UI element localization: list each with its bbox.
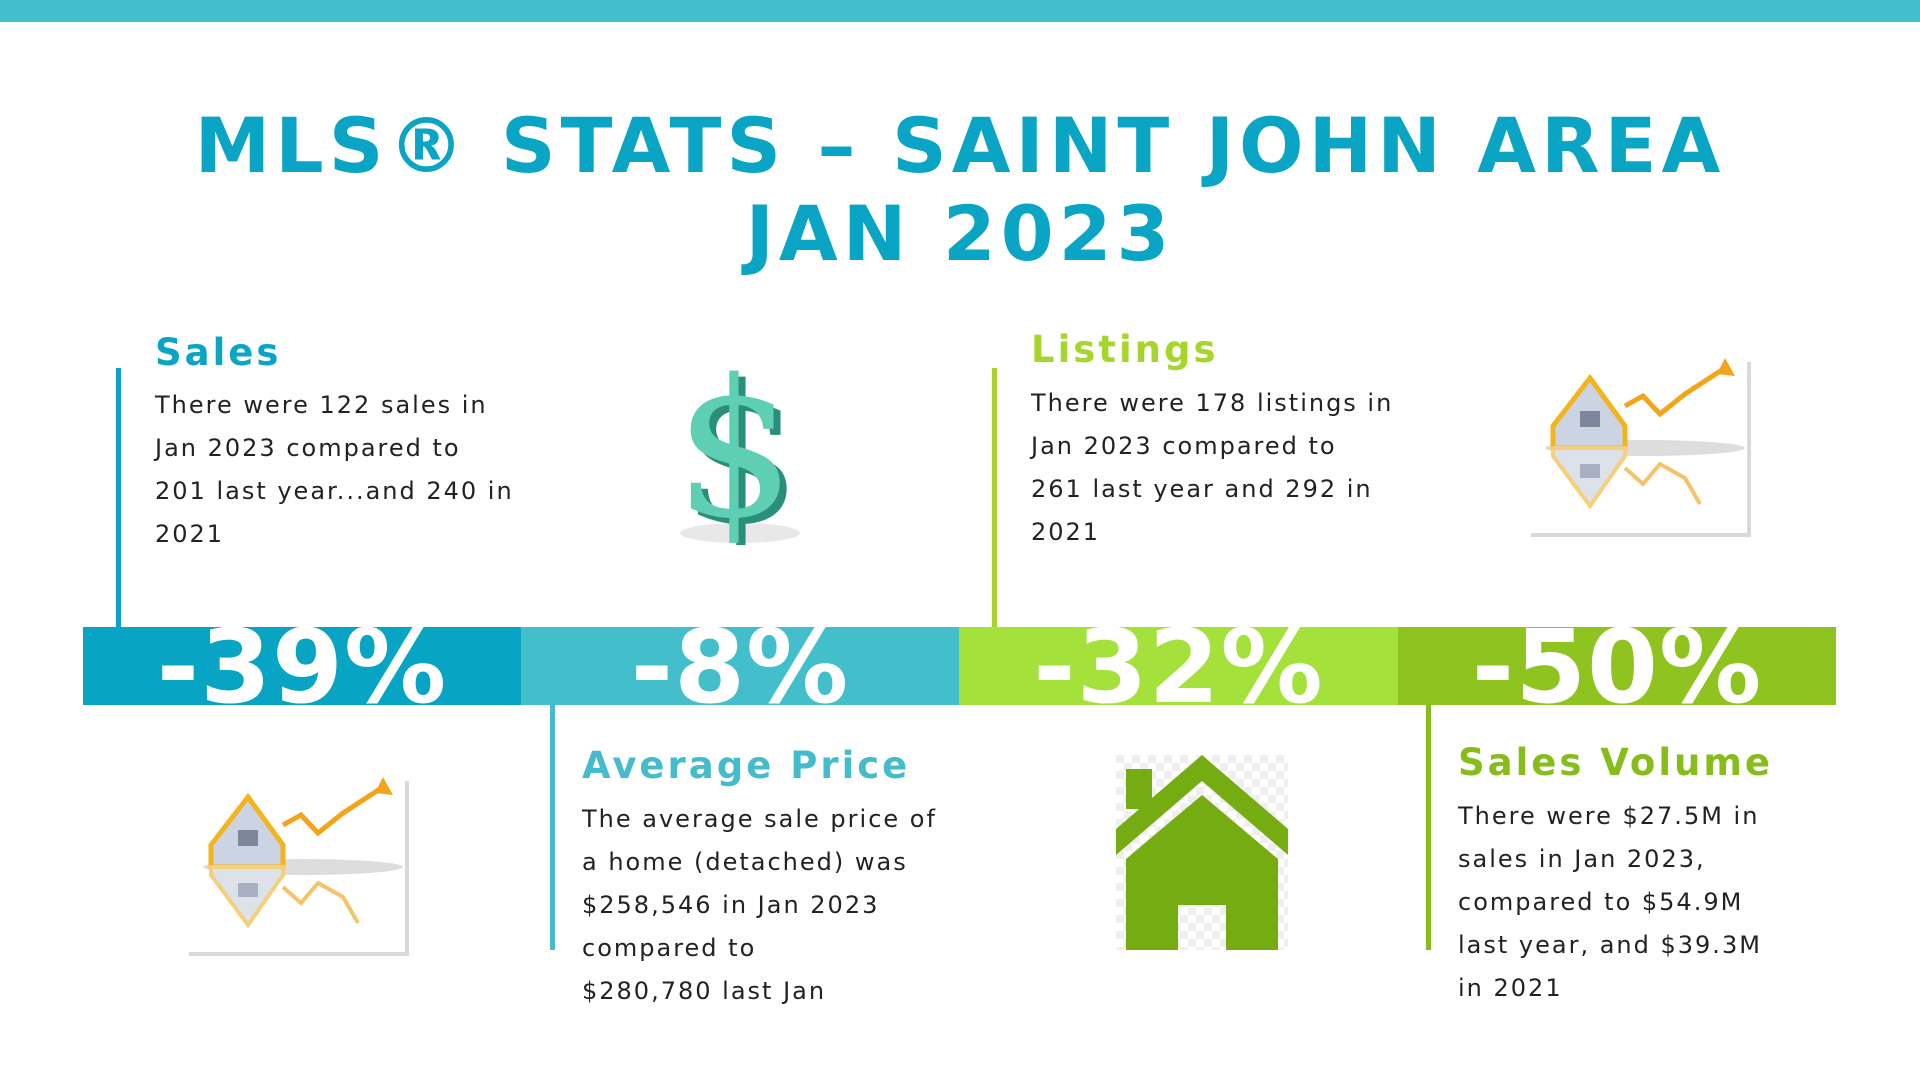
house-graph-icon [1527, 358, 1751, 537]
svg-text:$: $ [682, 345, 803, 545]
sales-text: There were 122 sales in Jan 2023 compare… [155, 384, 514, 556]
stat-sales-volume-change-value: -50% [1471, 627, 1763, 705]
sales-text-line: 201 last year...and 240 in [155, 477, 514, 505]
sales-volume-text-line: sales in Jan 2023, [1458, 845, 1706, 873]
listings-text-line: Jan 2023 compared to [1031, 432, 1337, 460]
stat-sales-volume-change: -50% [1398, 627, 1836, 705]
page-title-line-1: MLS® STATS – SAINT JOHN AREA [194, 101, 1726, 190]
listings-text-line: 2021 [1031, 518, 1101, 546]
sales-volume-text-line: in 2021 [1458, 974, 1563, 1002]
average-price-text-line: $258,546 in Jan 2023 [582, 891, 880, 919]
sales-volume-text: There were $27.5M in sales in Jan 2023, … [1458, 795, 1762, 1010]
dollar-sign-icon: $ $ [675, 345, 803, 545]
sales-text-line: 2021 [155, 520, 225, 548]
listings-text-line: There were 178 listings in [1031, 389, 1394, 417]
sales-text-line: Jan 2023 compared to [155, 434, 461, 462]
average-price-heading: Average Price [582, 744, 911, 787]
sales-volume-text-line: compared to $54.9M [1458, 888, 1744, 916]
sales-volume-text-line: last year, and $39.3M [1458, 931, 1762, 959]
top-accent-bar [0, 0, 1920, 22]
sales-volume-divider [1426, 704, 1431, 950]
average-price-text: The average sale price of a home (detach… [582, 798, 937, 1013]
svg-text:$: $ [675, 345, 796, 545]
page-title-line-2: JAN 2023 [745, 189, 1175, 278]
house-graph-icon [185, 777, 409, 956]
stat-listings-change: -32% [959, 627, 1398, 705]
sales-heading: Sales [155, 331, 282, 374]
sales-volume-text-line: There were $27.5M in [1458, 802, 1760, 830]
sales-text-line: There were 122 sales in [155, 391, 488, 419]
stat-avg-price-change-value: -8% [630, 627, 850, 705]
stat-avg-price-change: -8% [521, 627, 959, 705]
average-price-text-line: a home (detached) was [582, 848, 908, 876]
listings-heading: Listings [1031, 328, 1219, 371]
stat-sales-change-value: -39% [156, 627, 448, 705]
average-price-text-line: compared to [582, 934, 757, 962]
house-icon [1116, 755, 1288, 950]
listings-text: There were 178 listings in Jan 2023 comp… [1031, 382, 1393, 554]
stat-sales-change: -39% [83, 627, 521, 705]
average-price-divider [550, 704, 555, 950]
listings-text-line: 261 last year and 292 in [1031, 475, 1373, 503]
sales-volume-heading: Sales Volume [1458, 741, 1773, 784]
sales-divider [116, 368, 121, 628]
average-price-text-line: The average sale price of [582, 805, 937, 833]
listings-divider [992, 368, 997, 628]
stat-listings-change-value: -32% [1033, 627, 1324, 705]
average-price-text-line: $280,780 last Jan [582, 977, 827, 1005]
